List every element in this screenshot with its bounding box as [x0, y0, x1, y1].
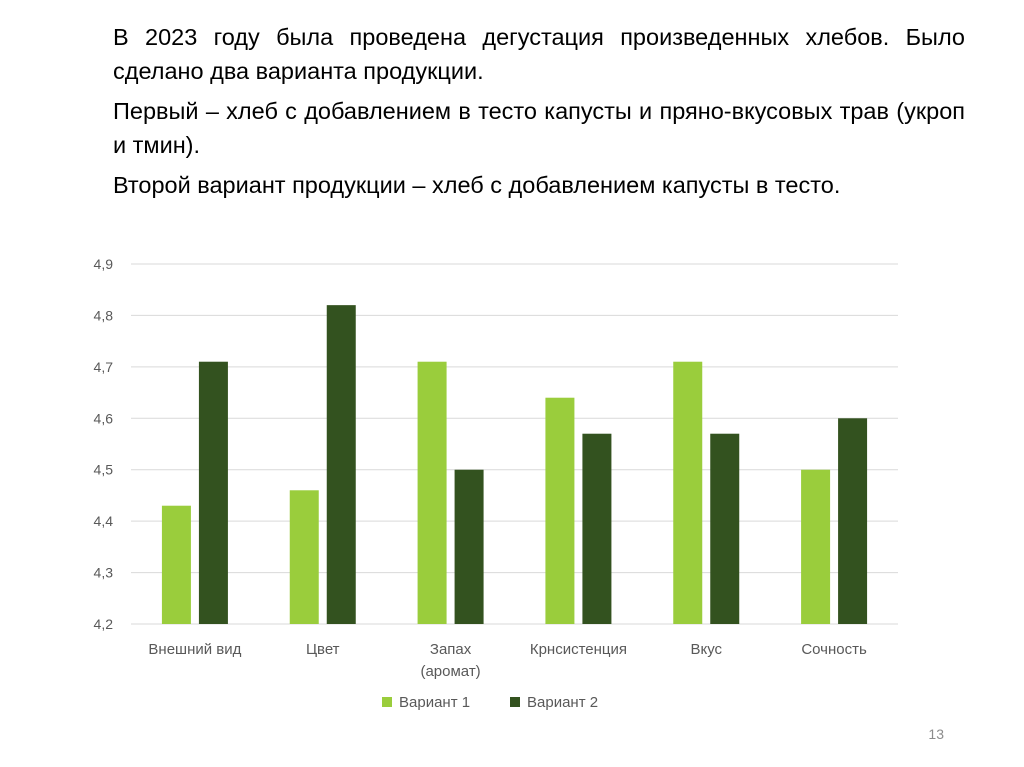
category-label: Запах [430, 641, 472, 658]
y-tick-label: 4,9 [94, 256, 114, 272]
x-axis-categories: Внешний вид Цвет Запах (аромат) Крнсистенция… [148, 641, 867, 680]
paragraph-intro: В 2023 году была проведена дегустация пр… [113, 24, 965, 84]
category-label: Вкус [690, 641, 722, 658]
category-label: Крнсистенция [530, 641, 627, 658]
legend-label-series-1: Вариант 1 [399, 694, 470, 711]
bar-series-2-0 [198, 361, 228, 624]
y-axis-ticks: 4,2 4,3 4,4 4,5 4,6 4,7 4,8 4,9 [94, 256, 114, 632]
y-tick-label: 4,5 [94, 462, 114, 478]
slide-text: В 2023 году была проведена дегустация пр… [113, 20, 965, 208]
y-tick-label: 4,6 [94, 410, 114, 426]
bar-series-1-5 [801, 469, 831, 624]
category-label: Внешний вид [148, 641, 241, 658]
paragraph-variant-1: Первый – хлеб с добавлением в тесто капу… [113, 98, 965, 158]
category-label: Сочность [801, 641, 867, 658]
y-tick-label: 4,4 [94, 513, 114, 529]
bar-series-2-1 [326, 305, 356, 624]
category-label: Цвет [306, 641, 340, 658]
y-tick-label: 4,7 [94, 359, 114, 375]
bar-series-2-4 [710, 433, 740, 624]
gridlines [131, 263, 898, 625]
bar-series-1-2 [417, 361, 447, 624]
bar-series-2-2 [454, 469, 484, 624]
category-label: (аромат) [420, 663, 480, 680]
y-tick-label: 4,3 [94, 565, 114, 581]
legend-swatch-series-2 [510, 697, 520, 707]
page-number: 13 [928, 726, 944, 742]
y-tick-label: 4,8 [94, 307, 114, 323]
bar-series-2-5 [838, 418, 868, 624]
paragraph-variant-2: Второй вариант продукции – хлеб с добавл… [113, 172, 841, 198]
bar-series-2-3 [582, 433, 612, 624]
chart-canvas: 4,2 4,3 4,4 4,5 4,6 4,7 4,8 4,9 Внешний вид Цвет… [94, 256, 898, 711]
bar-series-1-0 [161, 505, 191, 624]
bars [161, 305, 868, 624]
bar-series-1-4 [673, 361, 703, 624]
y-tick-label: 4,2 [94, 616, 114, 632]
tasting-bar-chart: 4,2 4,3 4,4 4,5 4,6 4,7 4,8 4,9 Внешний вид Цвет… [0, 240, 1024, 720]
legend-swatch-series-1 [382, 697, 392, 707]
legend: Вариант 1 Вариант 2 [382, 694, 598, 711]
bar-series-1-3 [545, 397, 575, 624]
legend-label-series-2: Вариант 2 [527, 694, 598, 711]
bar-series-1-1 [289, 490, 319, 624]
